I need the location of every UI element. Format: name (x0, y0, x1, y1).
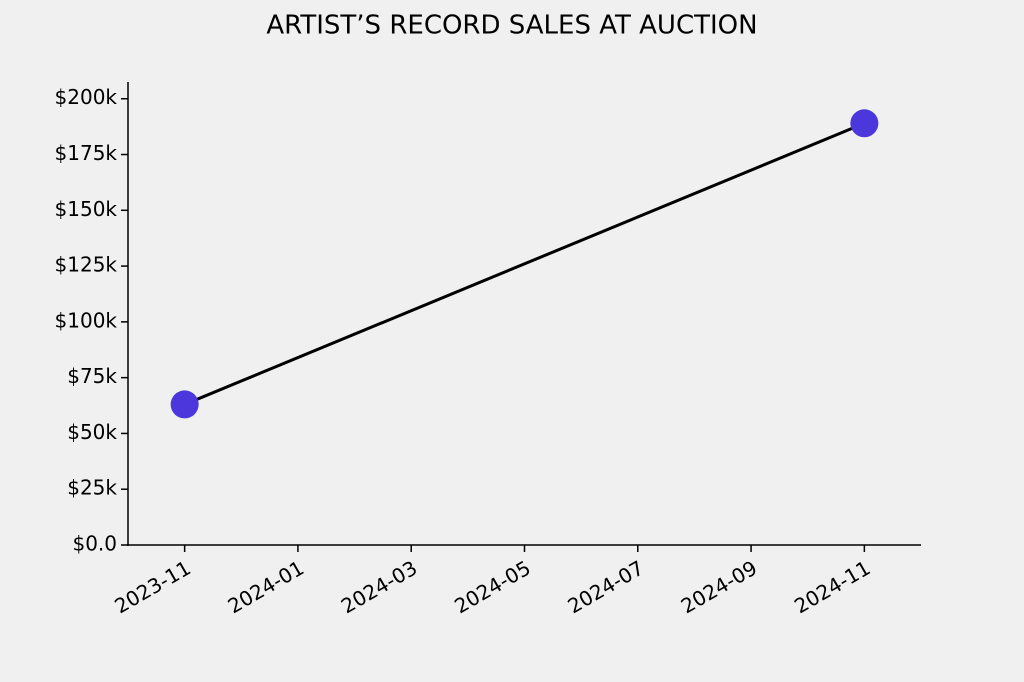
line (184, 121, 865, 406)
y-tick-label: $175k (55, 141, 118, 165)
y-tick-label: $50k (67, 420, 117, 444)
marker (170, 390, 199, 419)
y-tick-label: $100k (55, 308, 118, 332)
y-tick-label: $0.0 (72, 532, 117, 556)
y-tick-label: $75k (67, 364, 117, 388)
marker (850, 109, 879, 138)
y-tick-label: $125k (55, 253, 118, 277)
y-tick-label: $25k (67, 476, 117, 500)
y-tick-label: $150k (55, 197, 118, 221)
chart-title: ARTIST’S RECORD SALES AT AUCTION (266, 11, 757, 41)
y-tick-label: $200k (55, 85, 118, 109)
